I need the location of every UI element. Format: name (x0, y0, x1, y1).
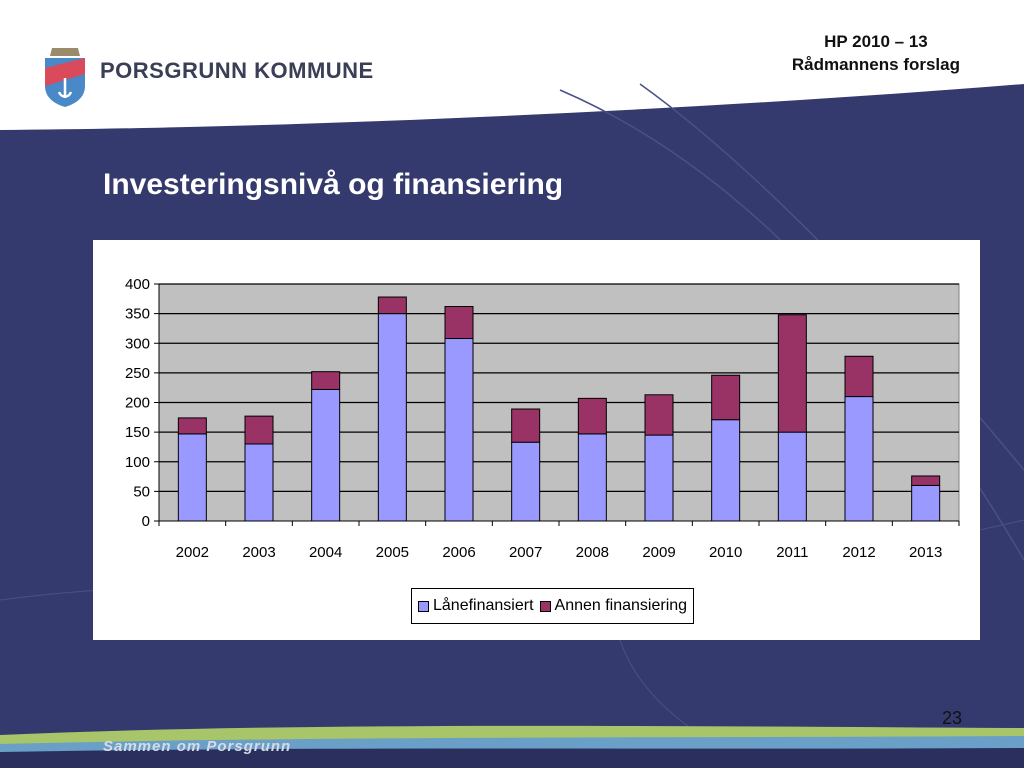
y-tick-label: 100 (125, 454, 150, 471)
bar-lanefinansiert-2012 (844, 396, 874, 522)
legend-label-series1: Lånefinansiert (433, 597, 534, 614)
slide-title: Investeringsnivå og finansiering (103, 168, 564, 201)
bar-lanefinansiert-2007 (511, 441, 541, 522)
legend-swatch-series1 (418, 600, 429, 612)
brand-name: PORSGRUNN KOMMUNE (100, 58, 374, 83)
y-tick-label: 300 (125, 335, 150, 352)
bar-annen-finansiering-2007 (511, 408, 541, 443)
bar-lanefinansiert-2008 (577, 433, 607, 522)
header-line1: HP 2010 – 13 (824, 32, 928, 51)
bar-lanefinansiert-2006 (444, 338, 474, 522)
y-tick-label: 250 (125, 365, 150, 382)
legend-label-series2: Annen finansiering (554, 597, 688, 614)
bar-annen-finansiering-2003 (244, 415, 274, 445)
chart-legend: Lånefinansiert Annen finansiering (411, 588, 695, 624)
legend-item-series1: Lånefinansiert (418, 597, 534, 615)
legend-item-series2: Annen finansiering (539, 597, 688, 615)
x-tick-label: 2011 (776, 544, 808, 561)
x-tick-label: 2009 (642, 544, 675, 561)
x-tick-label: 2005 (376, 544, 409, 561)
bar-annen-finansiering-2005 (377, 296, 407, 315)
page-number: 23 (941, 708, 962, 728)
bar-annen-finansiering-2002 (177, 417, 207, 435)
bar-annen-finansiering-2012 (844, 355, 874, 398)
bar-annen-finansiering-2004 (311, 371, 341, 390)
x-tick-label: 2012 (842, 544, 875, 561)
presentation-header: HP 2010 – 13 Rådmannens forslag (792, 30, 960, 76)
bar-annen-finansiering-2009 (644, 394, 674, 436)
y-tick-label: 150 (125, 424, 150, 441)
x-tick-label: 2004 (309, 544, 342, 561)
bar-lanefinansiert-2010 (711, 419, 741, 522)
bar-annen-finansiering-2013 (911, 475, 941, 486)
bar-lanefinansiert-2003 (244, 443, 274, 522)
bar-lanefinansiert-2013 (911, 484, 941, 522)
bar-annen-finansiering-2008 (577, 397, 607, 435)
y-tick-label: 400 (125, 276, 150, 293)
legend-swatch-series2 (539, 600, 551, 612)
x-tick-label: 2008 (576, 544, 609, 561)
bar-lanefinansiert-2005 (377, 313, 407, 522)
y-tick-label: 50 (133, 483, 150, 500)
coat-of-arms-logo (45, 48, 85, 107)
x-tick-label: 2007 (509, 544, 542, 561)
stacked-bar-chart: 0 50 100 150 200 250 300 350 400 2002 2003 2004 2005… (125, 276, 960, 561)
y-tick-label: 200 (125, 395, 150, 412)
bar-annen-finansiering-2006 (444, 306, 474, 340)
x-tick-label: 2013 (909, 544, 942, 561)
x-tick-label: 2002 (176, 544, 209, 561)
bar-annen-finansiering-2011 (777, 314, 807, 433)
x-tick-label: 2006 (442, 544, 475, 561)
bar-lanefinansiert-2002 (177, 433, 207, 522)
x-tick-label: 2003 (242, 544, 275, 561)
footer-slogan: Sammen om Porsgrunn (103, 738, 292, 755)
header-line2: Rådmannens forslag (791, 55, 960, 74)
bar-annen-finansiering-2010 (711, 374, 741, 421)
bar-lanefinansiert-2009 (644, 434, 674, 522)
y-tick-label: 0 (142, 513, 150, 530)
bar-lanefinansiert-2011 (777, 431, 807, 522)
x-tick-label: 2010 (709, 544, 742, 561)
y-tick-label: 350 (125, 306, 150, 323)
bar-lanefinansiert-2004 (311, 388, 341, 522)
chart-panel: 0 50 100 150 200 250 300 350 400 2002 2003 2004 2005… (93, 240, 980, 640)
